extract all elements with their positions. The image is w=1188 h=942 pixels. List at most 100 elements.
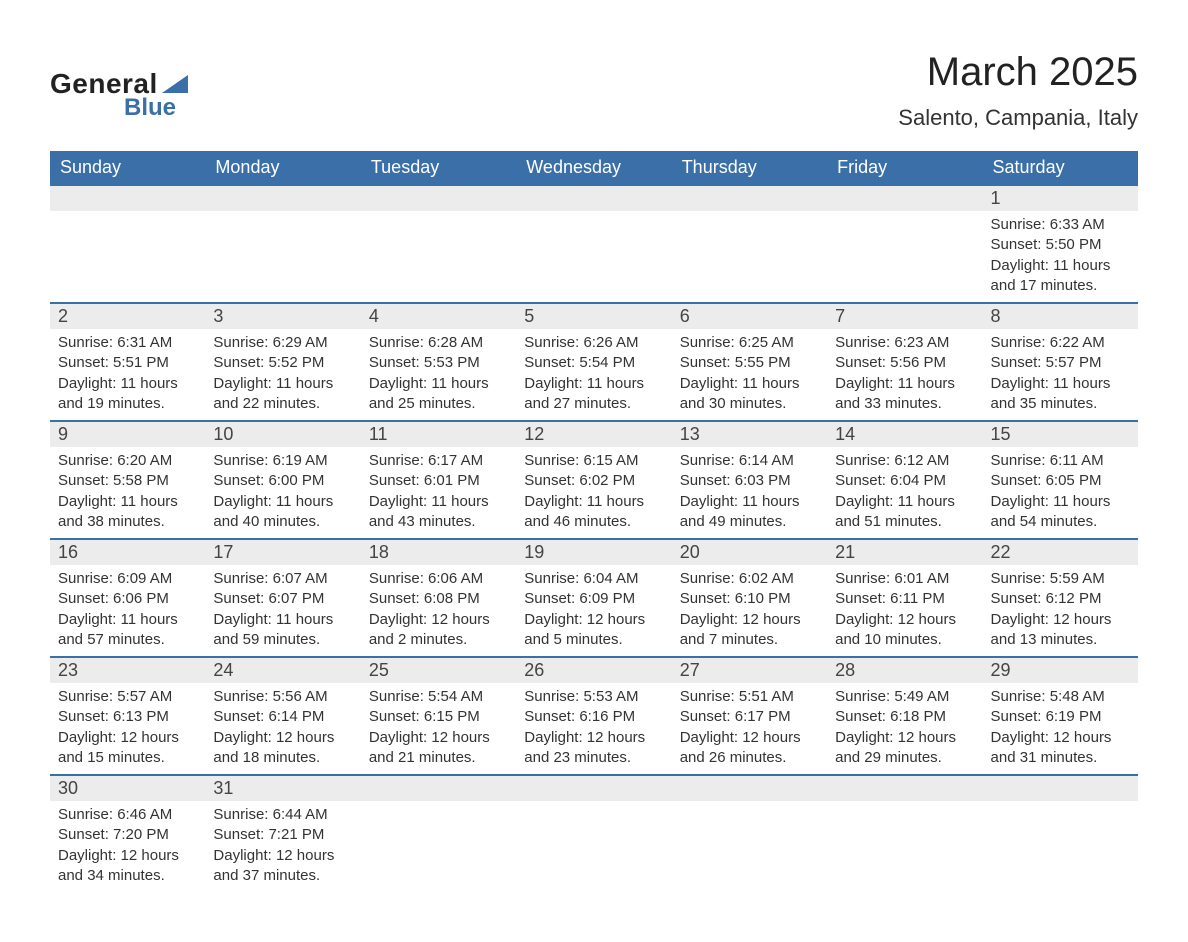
day-number: 14 xyxy=(827,422,982,447)
daylight-line: Daylight: 11 hours and 33 minutes. xyxy=(835,374,974,415)
sunrise-label: Sunrise: xyxy=(680,334,735,351)
calendar-day-cell: 14Sunrise: 6:12 AMSunset: 6:04 PMDayligh… xyxy=(827,421,982,539)
day-number: 5 xyxy=(516,304,671,329)
day-number: 30 xyxy=(50,776,205,801)
sunset-line: Sunset: 5:51 PM xyxy=(58,353,197,373)
daylight-label: Daylight: xyxy=(58,611,116,628)
sunset-label: Sunset: xyxy=(991,708,1042,725)
day-number: 15 xyxy=(983,422,1138,447)
sunrise-label: Sunrise: xyxy=(991,452,1046,469)
daylight-line: Daylight: 12 hours and 34 minutes. xyxy=(58,846,197,887)
sunrise-line: Sunrise: 6:28 AM xyxy=(369,333,508,353)
daylight-line: Daylight: 11 hours and 43 minutes. xyxy=(369,492,508,533)
logo-text-blue: Blue xyxy=(124,94,176,122)
sunrise-line: Sunrise: 6:06 AM xyxy=(369,569,508,589)
day-number-bar xyxy=(672,776,827,801)
day-number: 22 xyxy=(983,540,1138,565)
sunset-value: 6:07 PM xyxy=(268,590,324,607)
calendar-empty-cell xyxy=(205,185,360,303)
day-body: Sunrise: 6:20 AMSunset: 5:58 PMDaylight:… xyxy=(50,447,205,538)
day-number-bar xyxy=(516,776,671,801)
daylight-label: Daylight: xyxy=(680,375,738,392)
sunrise-line: Sunrise: 6:23 AM xyxy=(835,333,974,353)
calendar-day-cell: 6 Sunrise: 6:25 AM Sunset: 5:55 PM Daylight… xyxy=(672,303,827,421)
calendar-empty-cell xyxy=(361,775,516,892)
daylight-label: Daylight: xyxy=(991,257,1049,274)
sunset-value: 6:16 PM xyxy=(579,708,635,725)
sunrise-value: 6:02 AM xyxy=(739,570,794,587)
sunset-label: Sunset: xyxy=(991,472,1042,489)
sunrise-line: Sunrise: 6:26 AM xyxy=(524,333,663,353)
sunset-value: 5:56 PM xyxy=(890,354,946,371)
weekday-header: Wednesday xyxy=(516,151,671,185)
sunset-label: Sunset: xyxy=(213,708,264,725)
daylight-label: Daylight: xyxy=(58,375,116,392)
sunrise-value: 5:53 AM xyxy=(583,688,638,705)
sunrise-value: 6:20 AM xyxy=(117,452,172,469)
daylight-label: Daylight: xyxy=(213,847,271,864)
sunrise-label: Sunrise: xyxy=(58,570,113,587)
sunset-value: 6:13 PM xyxy=(113,708,169,725)
daylight-label: Daylight: xyxy=(991,375,1049,392)
sunset-label: Sunset: xyxy=(369,354,420,371)
sunrise-label: Sunrise: xyxy=(213,688,268,705)
day-body: Sunrise: 5:53 AMSunset: 6:16 PMDaylight:… xyxy=(516,683,671,774)
day-body xyxy=(672,211,827,271)
sunrise-label: Sunrise: xyxy=(213,806,268,823)
sunset-line: Sunset: 6:18 PM xyxy=(835,707,974,727)
sunrise-value: 6:29 AM xyxy=(273,334,328,351)
sunrise-label: Sunrise: xyxy=(58,688,113,705)
calendar-empty-cell xyxy=(672,185,827,303)
calendar-day-cell: 1Sunrise: 6:33 AMSunset: 5:50 PMDaylight… xyxy=(983,185,1138,303)
sunset-line: Sunset: 5:55 PM xyxy=(680,353,819,373)
sunset-label: Sunset: xyxy=(524,708,575,725)
sunrise-label: Sunrise: xyxy=(991,334,1046,351)
sunrise-value: 6:15 AM xyxy=(583,452,638,469)
sunrise-label: Sunrise: xyxy=(835,688,890,705)
day-body: Sunrise: 6:46 AMSunset: 7:20 PMDaylight:… xyxy=(50,801,205,892)
sunrise-value: 6:44 AM xyxy=(273,806,328,823)
day-number-bar xyxy=(516,186,671,211)
sunrise-label: Sunrise: xyxy=(369,334,424,351)
sunset-value: 5:52 PM xyxy=(268,354,324,371)
day-body: Sunrise: 6:25 AM Sunset: 5:55 PM Daylight:… xyxy=(672,329,827,420)
sunset-value: 6:17 PM xyxy=(735,708,791,725)
sunrise-line: Sunrise: 6:22 AM xyxy=(991,333,1130,353)
calendar-day-cell: 25Sunrise: 5:54 AMSunset: 6:15 PMDayligh… xyxy=(361,657,516,775)
sunrise-line: Sunrise: 6:33 AM xyxy=(991,215,1130,235)
sunset-value: 6:08 PM xyxy=(424,590,480,607)
sunset-label: Sunset: xyxy=(835,708,886,725)
sunset-label: Sunset: xyxy=(524,354,575,371)
sunset-line: Sunset: 5:56 PM xyxy=(835,353,974,373)
day-number: 6 xyxy=(672,304,827,329)
logo: General Blue xyxy=(50,50,188,122)
day-body xyxy=(361,211,516,271)
sunrise-value: 6:25 AM xyxy=(739,334,794,351)
sunrise-label: Sunrise: xyxy=(991,688,1046,705)
weekday-header: Sunday xyxy=(50,151,205,185)
daylight-label: Daylight: xyxy=(369,493,427,510)
sunset-label: Sunset: xyxy=(524,472,575,489)
calendar-day-cell: 28Sunrise: 5:49 AMSunset: 6:18 PMDayligh… xyxy=(827,657,982,775)
day-number: 25 xyxy=(361,658,516,683)
day-body xyxy=(205,211,360,271)
sunrise-value: 6:09 AM xyxy=(117,570,172,587)
calendar-day-cell: 22Sunrise: 5:59 AMSunset: 6:12 PMDayligh… xyxy=(983,539,1138,657)
day-number: 24 xyxy=(205,658,360,683)
sunrise-label: Sunrise: xyxy=(58,452,113,469)
sunset-value: 5:58 PM xyxy=(113,472,169,489)
day-number-bar xyxy=(361,186,516,211)
day-body: Sunrise: 6:29 AMSunset: 5:52 PMDaylight:… xyxy=(205,329,360,420)
daylight-line: Daylight: 12 hours and 2 minutes. xyxy=(369,610,508,651)
sunrise-label: Sunrise: xyxy=(524,334,579,351)
calendar-day-cell: 3Sunrise: 6:29 AMSunset: 5:52 PMDaylight… xyxy=(205,303,360,421)
daylight-line: Daylight: 11 hours and 25 minutes. xyxy=(369,374,508,415)
sunrise-value: 5:51 AM xyxy=(739,688,794,705)
day-number: 1 xyxy=(983,186,1138,211)
sunset-label: Sunset: xyxy=(213,472,264,489)
weekday-header: Saturday xyxy=(983,151,1138,185)
sunrise-line: Sunrise: 6:11 AM xyxy=(991,451,1130,471)
sunset-line: Sunset: 6:12 PM xyxy=(991,589,1130,609)
calendar-empty-cell xyxy=(672,775,827,892)
daylight-label: Daylight: xyxy=(524,493,582,510)
